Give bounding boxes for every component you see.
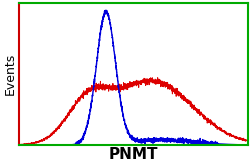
Y-axis label: Events: Events bbox=[4, 53, 16, 95]
X-axis label: PNMT: PNMT bbox=[108, 147, 158, 162]
